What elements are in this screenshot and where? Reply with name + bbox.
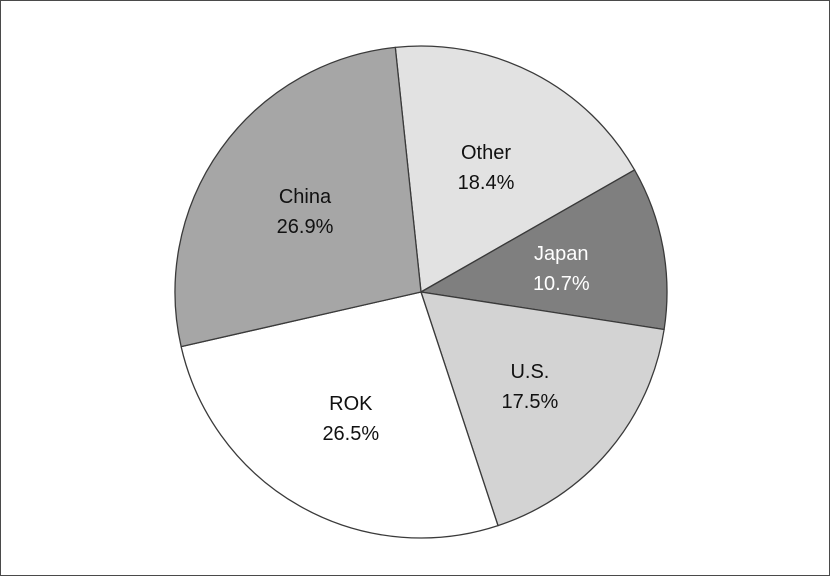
pie-slices	[174, 45, 668, 539]
pie-slice-rok	[180, 291, 499, 539]
slice-label-japan: Japan	[534, 243, 589, 265]
pie-slice-japan	[420, 169, 668, 331]
pie-slice-us	[420, 291, 665, 527]
slice-value-japan: 10.7%	[533, 273, 590, 295]
slice-value-us: 17.5%	[502, 391, 559, 413]
pie-labels: Other 18.4% Japan 10.7% U.S. 17.5% ROK 26.5% Chi…	[277, 142, 590, 445]
slice-value-china: 26.9%	[277, 216, 334, 238]
pie-slice-china	[174, 46, 422, 348]
slice-label-us: U.S.	[510, 361, 549, 383]
slice-value-rok: 26.5%	[322, 423, 379, 445]
slice-value-other: 18.4%	[458, 172, 515, 194]
slice-label-other: Other	[461, 142, 511, 164]
pie-slice-other	[394, 45, 636, 293]
slice-label-rok: ROK	[329, 393, 373, 415]
slice-label-china: China	[279, 186, 332, 208]
